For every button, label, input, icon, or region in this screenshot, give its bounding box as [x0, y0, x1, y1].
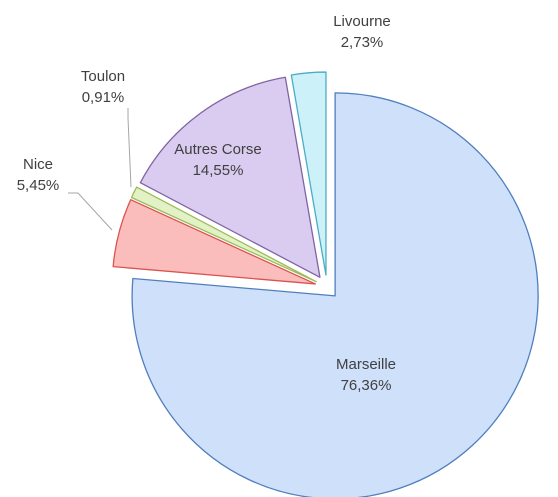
slice-label: Marseille — [336, 356, 396, 373]
slice-value-label: 76,36% — [341, 377, 392, 394]
leader-line — [68, 192, 113, 231]
slice-label: Livourne — [333, 13, 391, 30]
pie-slice — [139, 76, 321, 278]
slice-value-label: 2,73% — [341, 34, 384, 51]
pie-slice — [130, 186, 317, 283]
slice-value-label: 14,55% — [193, 162, 244, 179]
slice-value-label: 0,91% — [82, 89, 125, 106]
slice-label: Nice — [23, 156, 53, 173]
pie-slice — [290, 71, 327, 276]
pie-slice — [112, 199, 317, 285]
slice-label: Toulon — [81, 68, 125, 85]
slice-label: Autres Corse — [174, 141, 262, 158]
slice-value-label: 5,45% — [17, 177, 60, 194]
leader-line — [127, 108, 132, 188]
pie-slice — [131, 92, 539, 497]
leader-lines — [68, 108, 132, 231]
